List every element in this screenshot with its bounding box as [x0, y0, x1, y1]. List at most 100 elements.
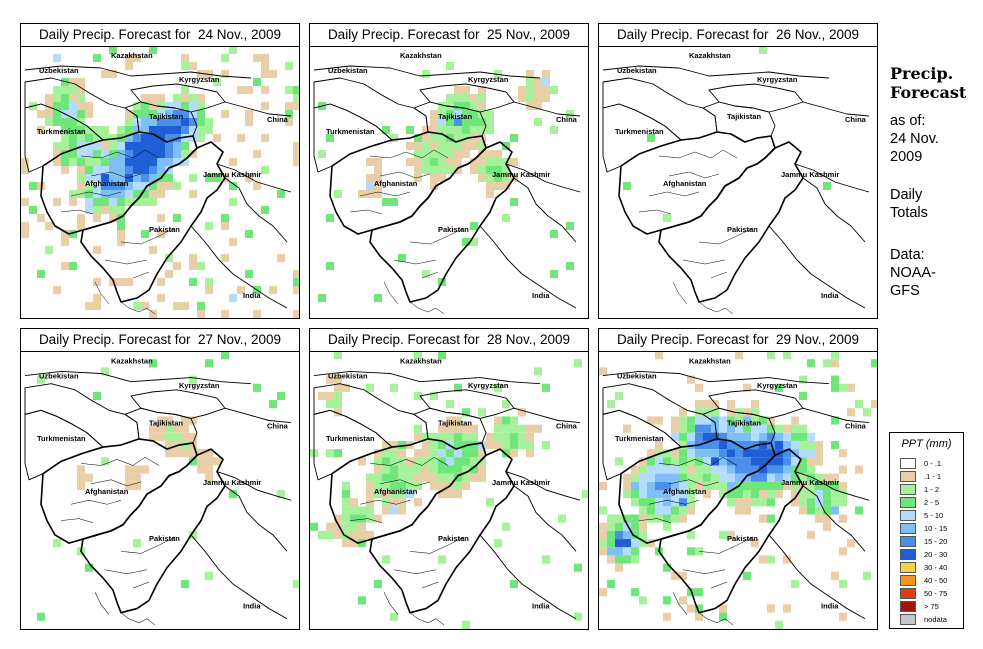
- precip-cell: [117, 206, 125, 214]
- precip-cell: [703, 408, 711, 417]
- precip-cell: [213, 134, 221, 142]
- precip-cell: [631, 522, 639, 531]
- precip-cell: [438, 126, 446, 134]
- country-label-turkmenistan: Turkmenistan: [37, 127, 86, 136]
- precip-cell: [791, 432, 799, 441]
- precip-cell: [253, 383, 261, 392]
- precip-cell: [695, 424, 703, 433]
- precip-cell: [69, 94, 77, 102]
- precip-cell: [831, 375, 839, 384]
- precip-cell: [839, 547, 847, 556]
- precip-cell: [285, 110, 293, 118]
- precip-cell: [679, 571, 687, 580]
- precip-cell: [342, 539, 350, 548]
- asof-line: 24 Nov.: [890, 131, 939, 147]
- precip-cell: [478, 465, 486, 474]
- precip-cell: [149, 432, 157, 441]
- precip-cell: [77, 134, 85, 142]
- precip-cell: [438, 150, 446, 158]
- precip-cell: [759, 490, 767, 499]
- precip-cell: [671, 432, 679, 441]
- precip-cell: [478, 174, 486, 182]
- precip-cell: [334, 522, 342, 531]
- precip-cell: [133, 198, 141, 206]
- precip-cell: [703, 457, 711, 466]
- precip-cell: [438, 158, 446, 166]
- precip-cell: [871, 359, 877, 368]
- precip-cell: [125, 174, 133, 182]
- precip-cell: [767, 498, 775, 507]
- precip-cell: [293, 286, 299, 294]
- precip-cell: [229, 198, 237, 206]
- precip-cell: [374, 465, 382, 474]
- precip-cell: [462, 408, 470, 417]
- precip-cell: [695, 473, 703, 482]
- precip-cell: [205, 457, 213, 466]
- legend-label: 20 - 30: [924, 550, 948, 559]
- precip-cell: [655, 490, 663, 499]
- precip-cell: [149, 118, 157, 126]
- precip-cell: [221, 351, 229, 360]
- border-line: [768, 485, 866, 620]
- precip-cell: [430, 457, 438, 466]
- border-line: [393, 227, 465, 279]
- precip-cell: [61, 102, 69, 110]
- precip-cell: [53, 539, 61, 548]
- precip-cell: [125, 182, 133, 190]
- precip-cell: [679, 440, 687, 450]
- precip-cell: [478, 166, 486, 174]
- precip-cell: [767, 449, 775, 458]
- precip-cell: [438, 555, 446, 564]
- panel-title: Daily Precip. Forecast for 26 Nov., 2009: [599, 24, 877, 47]
- precip-cell: [542, 440, 550, 450]
- precip-map: Kazakhstan Uzbekistan Kyrgyzstan Tajikistan…: [310, 351, 588, 629]
- precip-cell: [382, 506, 390, 515]
- precip-cell: [77, 150, 85, 158]
- precip-cell: [53, 150, 61, 158]
- precip-cell: [518, 94, 526, 102]
- precip-cell: [470, 222, 478, 230]
- precip-cell: [430, 440, 438, 450]
- precip-cell: [414, 457, 422, 466]
- country-label-jammu_kashmir: Jammu Kashmir: [492, 478, 550, 487]
- precip-cell: [342, 506, 350, 515]
- precip-cell: [695, 588, 703, 597]
- precip-cell: [783, 481, 791, 490]
- precip-cell: [438, 432, 446, 441]
- legend-item: > 75: [900, 601, 960, 612]
- precip-cell: [69, 126, 77, 134]
- precip-cell: [141, 110, 149, 118]
- precip-cell: [109, 190, 117, 198]
- precip-cell: [61, 142, 69, 150]
- precip-cell: [430, 473, 438, 482]
- precip-cell: [711, 440, 719, 450]
- precip-cell: [470, 465, 478, 474]
- panel-title: Daily Precip. Forecast for 25 Nov., 2009: [310, 24, 588, 47]
- precip-cell: [655, 457, 663, 466]
- precip-cell: [109, 142, 117, 150]
- precip-cell: [719, 481, 727, 490]
- border-line: [393, 536, 465, 589]
- precip-cell: [77, 473, 85, 482]
- precip-cells: [599, 351, 877, 629]
- border-line: [505, 407, 581, 501]
- precip-cell: [414, 391, 422, 401]
- precip-cell: [277, 391, 285, 401]
- precip-cell: [165, 449, 173, 458]
- precip-cell: [695, 383, 703, 392]
- precip-cell: [687, 432, 695, 441]
- country-label-pakistan: Pakistan: [727, 534, 758, 543]
- precip-cell: [213, 78, 221, 86]
- precip-cell: [783, 465, 791, 474]
- precip-cell: [735, 465, 743, 474]
- precip-cell: [261, 70, 269, 78]
- data-line: Data:: [890, 247, 925, 263]
- precip-cell: [639, 539, 647, 548]
- precip-cell: [125, 481, 133, 490]
- precip-cell: [462, 142, 470, 150]
- precip-cell: [839, 490, 847, 499]
- sidebar-title-line: Forecast: [890, 83, 967, 102]
- precip-cell: [743, 571, 751, 580]
- precip-cell: [253, 54, 261, 62]
- precip-cell: [205, 126, 213, 134]
